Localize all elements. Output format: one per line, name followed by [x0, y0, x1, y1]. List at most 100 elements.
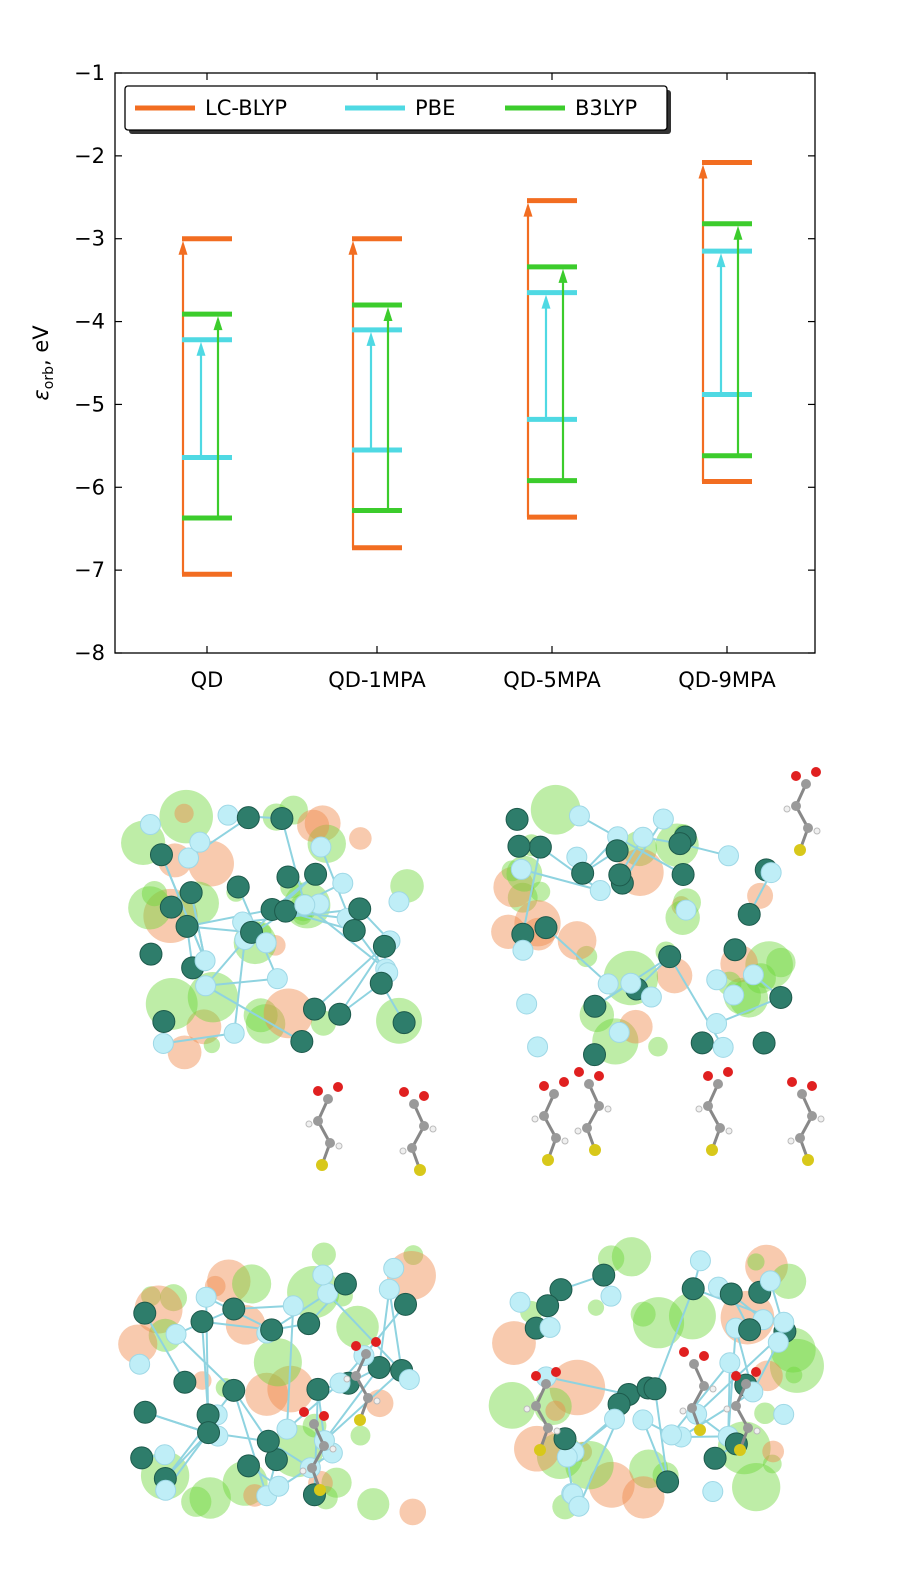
- orbital-lobe-negative: [118, 1324, 158, 1364]
- ligand-hydrogen: [725, 1127, 733, 1135]
- ligand-carbon: [795, 1133, 805, 1143]
- qd-1mpa-orbital-image: [491, 767, 821, 1067]
- ligand-hydrogen: [373, 1397, 381, 1405]
- zn-atom: [656, 1470, 680, 1494]
- orbital-lobe-negative: [399, 1498, 427, 1526]
- zn-atom: [190, 1310, 214, 1334]
- orbital-lobe-positive: [732, 1462, 781, 1512]
- bond: [680, 1391, 754, 1438]
- ligand-carbon: [731, 1401, 741, 1411]
- s-atom: [510, 858, 532, 880]
- zn-atom: [394, 1292, 418, 1316]
- zn-atom: [290, 1030, 314, 1054]
- ligand-carbon: [363, 1393, 373, 1403]
- orbital-lobe-positive: [766, 947, 796, 978]
- ligand-carbon: [309, 1419, 319, 1429]
- bond: [233, 939, 246, 1034]
- orbital-lobe-negative: [174, 803, 194, 824]
- s-atom: [194, 950, 216, 972]
- ligand-carbon: [551, 1133, 561, 1143]
- zn-atom: [671, 863, 695, 887]
- x-axis: QD QD-1MPA QD-5MPA QD-9MPA: [191, 73, 776, 692]
- s-atom: [706, 969, 728, 991]
- orbital-lobe-positive: [630, 1301, 656, 1327]
- energy-level-chart: −1 −2 −3 −4 −5 −6 −7 −8 QD QD-1MPA QD-5MPA QD-9MPA…: [29, 61, 816, 692]
- orbital-lobe-negative: [588, 1461, 635, 1508]
- orbital-isosurface-renderings: [118, 767, 825, 1526]
- zn-atom: [571, 861, 595, 885]
- zn-atom: [304, 862, 328, 886]
- ligand-carbon: [713, 1079, 723, 1089]
- ligand-carbon: [689, 1359, 699, 1369]
- ligand-hydrogen: [817, 1115, 825, 1123]
- ligand-hydrogen: [329, 1445, 337, 1453]
- orbital-lobe-positive: [632, 1297, 685, 1349]
- s-atom: [152, 1032, 174, 1054]
- bond: [521, 868, 601, 892]
- s-atom: [189, 831, 211, 853]
- orbital-lobe-positive: [350, 1425, 371, 1446]
- bond: [186, 908, 273, 928]
- x-category-label: QD: [191, 668, 224, 692]
- ligand-hydrogen: [523, 1405, 531, 1413]
- s-atom: [155, 1479, 177, 1501]
- zn-atom: [222, 1297, 246, 1321]
- zn-atom: [197, 1421, 221, 1445]
- ligand-sulfur: [706, 1144, 718, 1156]
- s-atom: [509, 1291, 531, 1313]
- orbital-lobe-negative: [207, 1259, 251, 1303]
- s-atom: [719, 1352, 741, 1374]
- ligand-sulfur: [589, 1144, 601, 1156]
- s-atom: [266, 968, 288, 990]
- orbital-lobe-negative: [304, 805, 341, 842]
- ligand-hydrogen: [813, 827, 821, 835]
- s-atom: [767, 1331, 789, 1353]
- orbital-lobe-positive: [762, 1454, 782, 1474]
- ligand-carbon: [594, 1101, 604, 1111]
- ligand-carbon: [741, 1379, 751, 1389]
- s-atom: [378, 1278, 400, 1300]
- orbital-lobe-positive: [507, 882, 538, 913]
- bond: [286, 1382, 341, 1430]
- bond: [338, 945, 386, 1015]
- ligand-oxygen: [594, 1071, 604, 1081]
- orbital-lobe-negative: [557, 921, 597, 960]
- zn-atom: [392, 1011, 416, 1035]
- legend-label: PBE: [415, 96, 455, 120]
- zn-atom: [274, 899, 298, 923]
- orbital-lobe-negative: [549, 1359, 606, 1416]
- ligand-oxygen: [299, 1407, 309, 1417]
- s-atom: [723, 984, 745, 1006]
- ligand-hydrogen: [343, 1375, 351, 1383]
- ligand-sulfur: [316, 1159, 328, 1171]
- ligand-oxygen: [351, 1341, 361, 1351]
- zn-atom: [302, 997, 326, 1021]
- s-atom: [276, 1418, 298, 1440]
- s-atom: [310, 836, 332, 858]
- orbital-lobe-positive: [203, 1036, 221, 1054]
- transition-arrowhead: [541, 294, 551, 309]
- orbital-lobe-positive: [189, 1477, 231, 1519]
- zn-atom: [139, 942, 163, 966]
- legend-label: B3LYP: [575, 96, 637, 120]
- zn-atom: [348, 897, 372, 921]
- s-atom: [255, 932, 277, 954]
- ligand-sulfur: [314, 1484, 326, 1496]
- bond: [160, 854, 207, 962]
- orbital-lobe-positive: [534, 1387, 572, 1426]
- s-atom: [640, 986, 662, 1008]
- ligand-carbon: [319, 1441, 329, 1451]
- orbital-lobe-positive: [770, 1263, 807, 1299]
- orbital-lobe-positive: [488, 1381, 536, 1429]
- zn-atom: [276, 865, 300, 889]
- s-atom: [718, 845, 740, 867]
- bond: [280, 818, 306, 906]
- bond: [545, 1375, 629, 1396]
- zn-atom: [367, 1355, 391, 1379]
- ligand-hydrogen: [604, 1105, 612, 1113]
- ligand-oxygen: [811, 767, 821, 777]
- ligand-carbon: [351, 1371, 361, 1381]
- s-atom: [620, 972, 642, 994]
- legend-label: LC-BLYP: [205, 96, 287, 120]
- orbital-lobe-positive: [159, 789, 213, 844]
